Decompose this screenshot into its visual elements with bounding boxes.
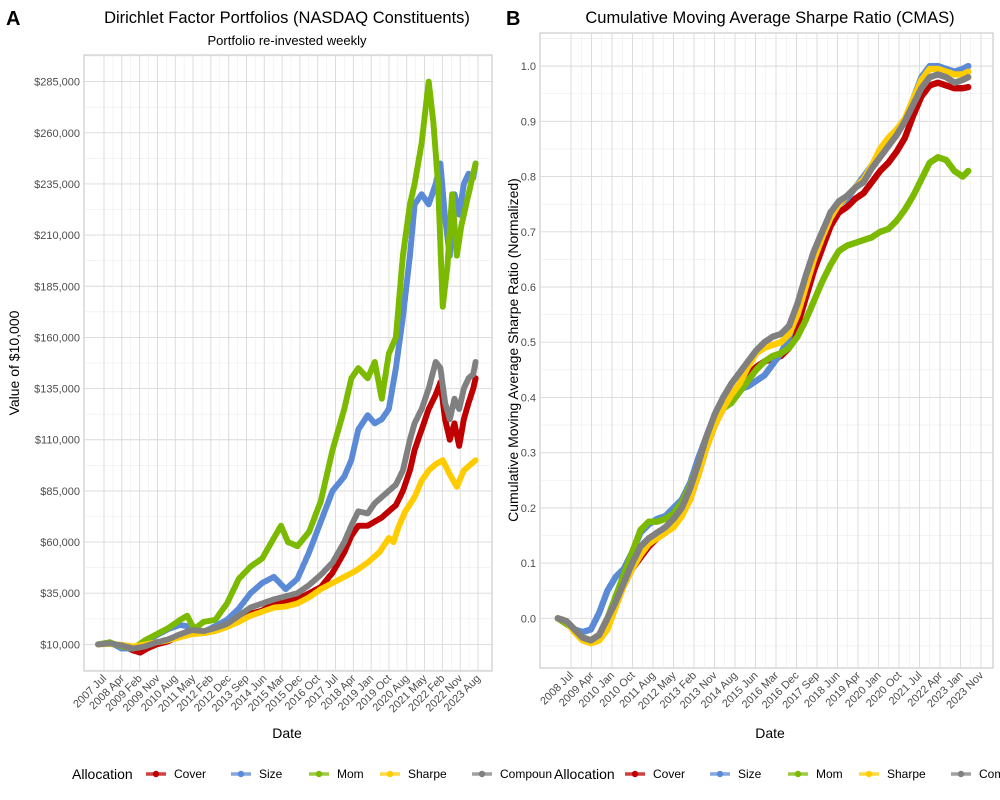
panel-a-subtitle: Portfolio re-invested weekly [208,33,367,48]
series-mom [95,78,479,652]
y-tick-label: 0.0 [521,613,536,625]
panel-b-ylabel: Cumulative Moving Average Sharpe Ratio (… [505,178,521,522]
y-tick-label: 0.8 [521,172,536,184]
point-sharpe [965,68,972,75]
point-cover [965,83,972,91]
point-mom [965,167,972,175]
point-size [965,62,972,70]
y-tick-label: $160,000 [34,332,80,344]
y-tick-label: 1.0 [521,61,536,73]
y-tick-label: $110,000 [35,435,80,447]
panel-a-plot: $10,000 $35,000 $60,000 $85,000 $110,000 $135… [34,54,493,715]
point-mom [472,160,479,167]
y-tick-label: $210,000 [34,230,80,242]
y-tick-label: 0.5 [521,337,536,349]
point-compound [472,359,479,365]
y-tick-label: 0.6 [521,282,536,294]
panel-b-legend-title: Allocation [554,766,615,782]
panel-a-tag: A [6,8,20,30]
panel-b-tag: B [506,8,520,30]
y-tick-label: 0.1 [521,558,536,570]
panel-a-ylabel: Value of $10,000 [6,310,22,415]
plot-panel-b [539,32,994,669]
y-tick-label: $135,000 [34,384,80,396]
y-tick-label: 0.3 [521,448,536,460]
y-tick-label: $260,000 [34,128,80,140]
y-tick-label: 0.9 [521,116,536,128]
y-tick-label: 0.4 [521,392,536,404]
y-tick-label: $235,000 [34,179,80,191]
point-sharpe [472,457,479,464]
panel-a-legend-title: Allocation [72,766,133,782]
y-tick-label: $60,000 [40,537,80,549]
y-tick-label: $285,000 [34,77,80,89]
y-tick-label: $35,000 [40,588,80,600]
panel-a-title: Dirichlet Factor Portfolios (NASDAQ Cons… [104,9,470,27]
y-tick-label: $85,000 [40,486,80,498]
panel-b-title: Cumulative Moving Average Sharpe Ratio (… [585,9,954,27]
panel-a-xlabel: Date [272,725,302,741]
y-tick-label: $10,000 [40,639,80,651]
y-tick-label: 0.2 [521,503,536,515]
y-tick-label: $185,000 [34,281,80,293]
panel-b-xlabel: Date [755,725,785,741]
y-tick-label: 0.7 [521,227,536,239]
